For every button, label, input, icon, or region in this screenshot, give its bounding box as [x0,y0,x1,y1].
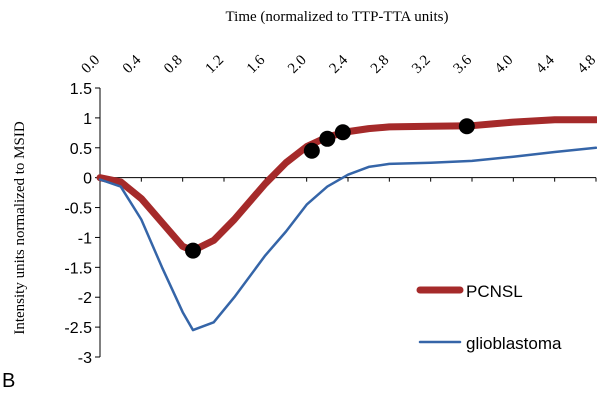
x-tick-label: 3.2 [409,52,434,77]
panel-label: B [2,370,15,392]
highlight-marker [303,142,320,159]
axes: 1.5 1 0.5 0 -0.5 -1 -1.5 -2 -2.5 -3 0.0 0.4 0.8 1.2 1.… [64,52,597,367]
y-tick-label: -3 [78,350,92,367]
x-tick-label: 4.0 [492,52,517,77]
y-tick-label: 1.5 [70,81,92,98]
y-tick-label: -1 [78,230,92,247]
x-tick-label: 1.6 [244,52,269,77]
legend-label-glioblastoma: glioblastoma [466,334,562,353]
x-tick-label: 4.4 [533,52,558,77]
x-tick-label: 2.0 [285,52,310,77]
x-axis-title: Time (normalized to TTP-TTA units) [226,9,449,25]
y-tick-label: -0.5 [64,201,92,218]
x-tick-label: 3.6 [451,52,476,77]
x-tick-label: 2.4 [327,52,352,77]
highlight-marker [334,124,351,141]
y-axis-title: Intensity units normalized to MSID [12,121,28,334]
y-tick-label: -1.5 [64,260,92,277]
x-tick-label: 4.8 [575,52,597,77]
series-line-pcnsl [96,116,597,255]
highlight-markers [185,118,475,259]
legend-label-pcnsl: PCNSL [466,282,523,301]
x-tick-label: 1.2 [203,52,228,77]
highlight-marker [185,242,201,259]
y-tick-label: 0 [83,171,92,188]
y-tick-label: 0.5 [70,141,92,158]
y-tick-label: -2 [78,290,92,307]
y-tick-label: 1 [83,111,92,128]
y-tick-label: -2.5 [64,320,92,337]
x-tick-label: 0.0 [79,52,104,77]
highlight-marker [319,130,336,147]
highlight-marker [458,118,475,135]
series-line-glioblastoma [98,146,597,332]
x-tick-label: 0.4 [120,52,145,77]
x-tick-label: 2.8 [368,52,393,77]
x-tick-label: 0.8 [161,52,186,77]
legend: PCNSL glioblastoma [416,282,562,353]
